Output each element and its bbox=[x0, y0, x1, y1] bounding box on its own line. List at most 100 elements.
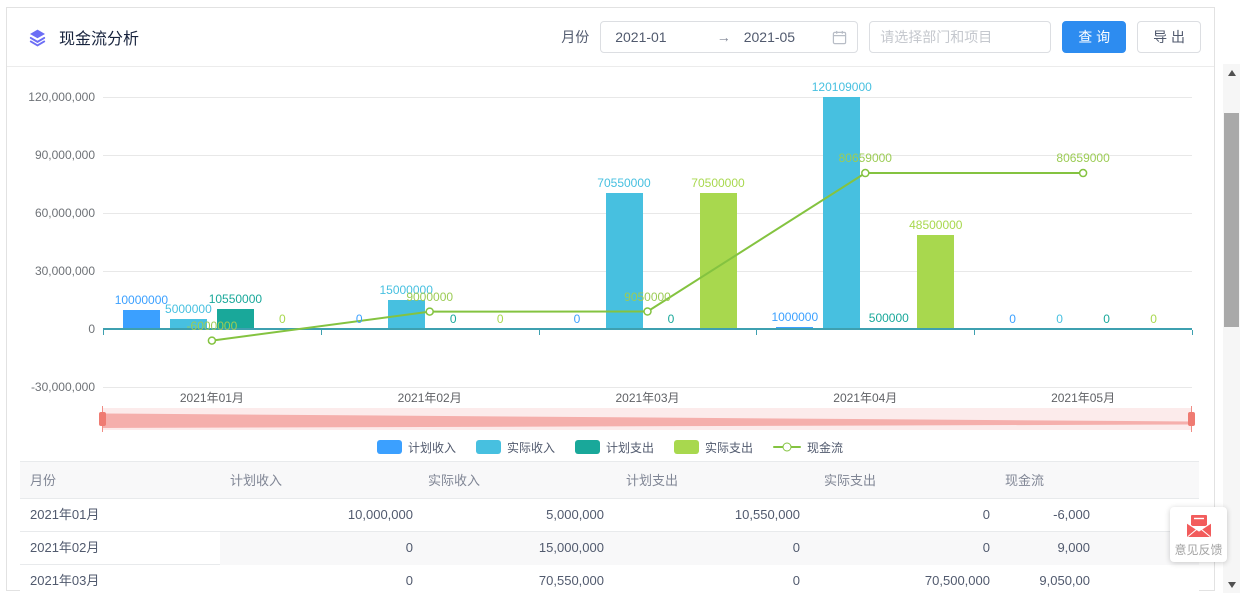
table-header-row: 月份 计划收入 实际收入 计划支出 实际支出 现金流 bbox=[20, 461, 1199, 499]
bar-实际收入 bbox=[605, 192, 643, 329]
table-cell: -6,000 bbox=[1053, 507, 1090, 522]
y-axis-label: 90,000,000 bbox=[34, 148, 95, 162]
table-cell: 0 bbox=[792, 573, 800, 588]
row-stripe bbox=[220, 532, 1199, 565]
date-range-arrow: → bbox=[716, 29, 731, 45]
y-axis-label: 120,000,000 bbox=[28, 90, 95, 104]
table-cell: 0 bbox=[982, 540, 990, 555]
datazoom-slider[interactable] bbox=[103, 408, 1192, 430]
department-project-input[interactable] bbox=[869, 21, 1052, 53]
x-axis-tick bbox=[538, 330, 540, 335]
line-value-label: -6000000 bbox=[186, 318, 238, 333]
x-axis-tick bbox=[756, 330, 758, 335]
x-axis-tick bbox=[320, 330, 322, 335]
scroll-up-button[interactable] bbox=[1223, 64, 1240, 81]
feedback-button[interactable]: 意见反馈 bbox=[1170, 507, 1227, 562]
datazoom-shadow bbox=[103, 413, 1192, 428]
line-value-label: 9000000 bbox=[406, 289, 454, 304]
table-cell: 2021年01月 bbox=[30, 507, 100, 522]
query-button[interactable]: 查 询 bbox=[1062, 21, 1127, 53]
table-cell: 15,000,000 bbox=[538, 540, 604, 555]
line-value-label: 80659000 bbox=[838, 151, 892, 166]
x-axis-label: 2021年04月 bbox=[833, 391, 898, 405]
bar-value-label: 70500000 bbox=[691, 175, 745, 190]
line-value-label: 9050000 bbox=[624, 289, 671, 304]
scroll-down-button[interactable] bbox=[1223, 576, 1240, 593]
table-cell: 0 bbox=[792, 540, 800, 555]
table-header-cell: 月份 bbox=[30, 473, 57, 488]
legend-label: 实际收入 bbox=[506, 440, 555, 455]
legend-item-实际收入[interactable]: 实际收入 bbox=[475, 439, 555, 456]
page-header: 现金流分析 月份 2021-01 → 2021-05 查 询 导 出 bbox=[7, 8, 1214, 67]
datazoom-right-handle[interactable] bbox=[1188, 412, 1195, 426]
bar-value-label: 48500000 bbox=[909, 218, 963, 233]
legend-swatch-icon bbox=[574, 440, 600, 454]
legend-item-计划支出[interactable]: 计划支出 bbox=[574, 439, 654, 456]
table-cell: 2021年02月 bbox=[30, 540, 100, 555]
table-cell: 0 bbox=[405, 573, 413, 588]
gridline bbox=[103, 213, 1192, 214]
table-cell: 0 bbox=[405, 540, 413, 555]
month-label: 月份 bbox=[561, 29, 590, 45]
legend-item-计划收入[interactable]: 计划收入 bbox=[376, 439, 456, 456]
calendar-icon bbox=[832, 30, 847, 45]
table-row: 2021年01月 10,000,000 5,000,000 10,550,000 0 -6… bbox=[20, 499, 1199, 532]
bar-计划收入 bbox=[122, 309, 160, 329]
date-range-picker[interactable]: 2021-01 → 2021-05 bbox=[600, 21, 859, 53]
legend-label: 现金流 bbox=[807, 440, 844, 455]
y-axis-label: 60,000,000 bbox=[34, 206, 95, 220]
scroll-down-icon bbox=[1227, 581, 1236, 588]
legend-swatch-icon bbox=[376, 440, 402, 454]
legend-label: 计划支出 bbox=[605, 440, 654, 455]
x-axis-label: 2021年03月 bbox=[615, 391, 680, 405]
gridline bbox=[103, 387, 1192, 388]
datazoom-left-handle[interactable] bbox=[99, 412, 106, 426]
bar-实际收入 bbox=[823, 96, 861, 329]
bar-value-label: 120109000 bbox=[811, 79, 872, 94]
feedback-label: 意见反馈 bbox=[1174, 543, 1223, 557]
table-header-cell: 实际支出 bbox=[824, 473, 877, 488]
vertical-scrollbar[interactable] bbox=[1223, 64, 1240, 593]
table-header-cell: 计划收入 bbox=[230, 473, 283, 488]
table-row: 2021年03月 0 70,550,000 0 70,500,000 9,050,00 bbox=[20, 565, 1199, 591]
export-button[interactable]: 导 出 bbox=[1137, 21, 1201, 53]
table-header-cell: 现金流 bbox=[1005, 473, 1045, 488]
x-axis-label: 2021年01月 bbox=[179, 391, 244, 405]
scrollbar-thumb[interactable] bbox=[1224, 113, 1239, 327]
legend-label: 计划收入 bbox=[407, 440, 456, 455]
table-cell: 0 bbox=[982, 507, 990, 522]
x-axis-tick bbox=[974, 330, 976, 335]
gridline bbox=[103, 97, 1192, 98]
table-cell: 70,550,000 bbox=[538, 573, 604, 588]
table-cell: 70,500,000 bbox=[924, 573, 990, 588]
table-cell: 9,000 bbox=[1057, 540, 1090, 555]
feedback-envelope-icon bbox=[1186, 514, 1212, 538]
table-cell: 9,050,00 bbox=[1039, 573, 1090, 588]
date-start-value: 2021-01 bbox=[615, 29, 667, 45]
gridline bbox=[103, 271, 1192, 272]
x-axis-tick bbox=[1192, 330, 1193, 335]
legend-swatch-icon bbox=[674, 440, 699, 454]
chart-legend: 计划收入 实际收入 计划支出 实际支出 现金流 bbox=[20, 437, 1200, 457]
bar-value-label: 5000000 bbox=[165, 302, 212, 317]
gridline bbox=[103, 155, 1192, 156]
page-title: 现金流分析 bbox=[59, 31, 140, 48]
x-axis-label: 2021年02月 bbox=[397, 391, 462, 405]
table-cell: 10,550,000 bbox=[734, 507, 800, 522]
legend-label: 实际支出 bbox=[705, 440, 754, 455]
bar-value-label: 0 bbox=[496, 312, 504, 326]
bar-实际支出 bbox=[699, 192, 737, 329]
table-header-cell: 实际收入 bbox=[428, 473, 481, 488]
legend-item-实际支出[interactable]: 实际支出 bbox=[674, 439, 753, 456]
bar-value-label: 500000 bbox=[868, 311, 909, 326]
table-cell: 5,000,000 bbox=[546, 507, 604, 522]
table-cell: 10,000,000 bbox=[347, 507, 413, 522]
bar-value-label: 0 bbox=[1150, 312, 1157, 326]
y-axis-label: 30,000,000 bbox=[34, 264, 95, 278]
filter-controls: 月份 2021-01 → 2021-05 查 询 导 出 bbox=[561, 21, 1201, 53]
bar-实际收入 bbox=[169, 319, 207, 329]
legend-swatch-icon bbox=[475, 440, 501, 454]
legend-item-现金流[interactable]: 现金流 bbox=[773, 439, 843, 456]
legend-circle-marker-icon bbox=[782, 442, 792, 452]
